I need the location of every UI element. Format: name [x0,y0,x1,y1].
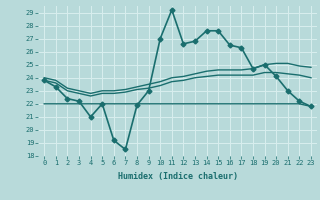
X-axis label: Humidex (Indice chaleur): Humidex (Indice chaleur) [118,172,238,181]
